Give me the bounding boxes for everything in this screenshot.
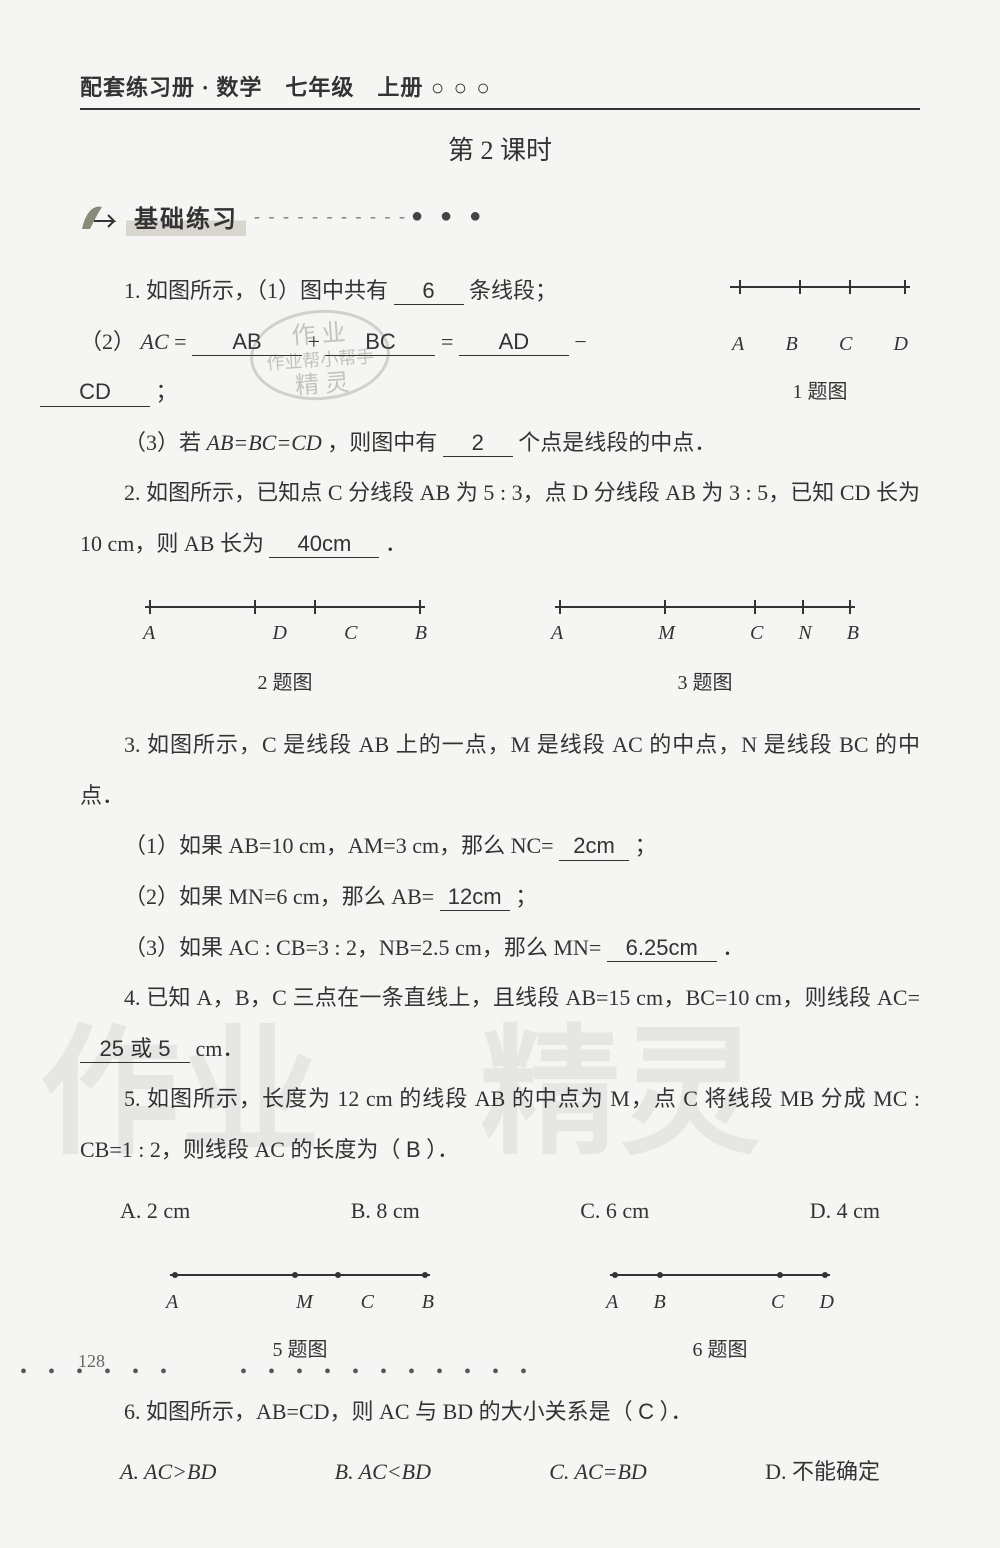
q3-p3a: （3）如果 AC : CB=3 : 2，NB=2.5 cm，那么 MN= <box>124 935 601 960</box>
section-dots: ● ● ● <box>411 205 487 228</box>
q3-pt-M: M <box>658 610 675 656</box>
q3-blank-2: 12cm <box>440 884 510 911</box>
q2-text: 2. 如图所示，已知点 C 分线段 AB 为 5 : 3，点 D 分线段 AB … <box>80 480 920 556</box>
q3-p2b: ； <box>515 884 537 909</box>
q3-pt-A: A <box>551 610 563 656</box>
q2-blank: 40cm <box>269 531 379 558</box>
q5-figure: A M C B 5 题图 <box>160 1254 440 1373</box>
section-banner: 基础练习 - - - - - - - - - - - ● ● ● <box>80 197 920 236</box>
section-label: 基础练习 <box>126 197 246 236</box>
q4-text: 4. 已知 A，B，C 三点在一条直线上，且线段 AB=15 cm，BC=10 … <box>124 985 920 1010</box>
q1-blank-2a: AB <box>192 329 302 356</box>
q5-opt-D: D. 4 cm <box>810 1186 880 1237</box>
q3-pt-N: N <box>798 610 811 656</box>
q6-opt-D: D. 不能确定 <box>765 1447 880 1498</box>
q2-pt-A: A <box>143 610 155 656</box>
q5-pt-A: A <box>166 1279 178 1325</box>
q1-fig-caption: 1 题图 <box>720 369 920 415</box>
q3-p2a: （2）如果 MN=6 cm，那么 AB= <box>124 884 434 909</box>
question-2: 2. 如图所示，已知点 C 分线段 AB 为 5 : 3，点 D 分线段 AB … <box>80 468 920 569</box>
q6-fig-caption: 6 题图 <box>600 1327 840 1373</box>
q1-blank-2b: BC <box>325 329 435 356</box>
q5-pt-M: M <box>296 1279 313 1325</box>
q6-opt-C: C. AC=BD <box>549 1447 647 1498</box>
lesson-title: 第 2 课时 <box>80 130 920 167</box>
question-3: 3. 如图所示，C 是线段 AB 上的一点，M 是线段 AC 的中点，N 是线段… <box>80 720 920 973</box>
question-1: A B C D 1 题图 1. 如图所示，（1）图中共有 6 条线段； （2） … <box>80 266 920 468</box>
q3-intro: 3. 如图所示，C 是线段 AB 上的一点，M 是线段 AC 的中点，N 是线段… <box>80 732 920 808</box>
q2-fig-caption: 2 题图 <box>135 660 435 706</box>
q1-blank-2d: CD <box>40 379 150 406</box>
q5-tail: ）． <box>426 1137 459 1162</box>
q5-options: A. 2 cm B. 8 cm C. 6 cm D. 4 cm <box>80 1186 920 1237</box>
q1-minus: − <box>574 329 586 354</box>
q1-blank-2c: AD <box>459 329 569 356</box>
q3-pt-B: B <box>847 610 859 656</box>
q3-p3b: ． <box>722 935 744 960</box>
q2-figure: A D C B 2 题图 <box>135 588 435 707</box>
q3-p1a: （1）如果 AB=10 cm，AM=3 cm，那么 NC= <box>124 833 554 858</box>
q6-pt-D: D <box>820 1279 834 1325</box>
q5-answer: B <box>406 1137 421 1162</box>
q6-pt-B: B <box>653 1279 665 1325</box>
q1-text-3: （2） <box>80 329 135 354</box>
q5-pt-B: B <box>422 1279 434 1325</box>
q3-blank-1: 2cm <box>559 833 629 860</box>
q1-pt-B: B <box>785 321 797 367</box>
q6-answer: C <box>638 1399 654 1424</box>
header-dots: ○ ○ ○ <box>423 75 491 100</box>
q6-pt-A: A <box>606 1279 618 1325</box>
q2-pt-B: B <box>415 610 427 656</box>
q3-blank-3: 6.25cm <box>607 935 717 962</box>
q3-figure: A M C N B 3 题图 <box>545 588 865 707</box>
q5-opt-C: C. 6 cm <box>580 1186 649 1237</box>
q6-text: 6. 如图所示，AB=CD，则 AC 与 BD 的大小关系是（ <box>124 1399 633 1424</box>
q1-text-2: 条线段； <box>469 278 557 303</box>
q1-pt-C: C <box>839 321 852 367</box>
q4-blank: 25 或 5 <box>80 1036 190 1063</box>
question-6: 6. 如图所示，AB=CD，则 AC 与 BD 的大小关系是（ C ）． <box>80 1387 920 1438</box>
leaf-arrow-icon <box>80 199 120 235</box>
q2-pt-C: C <box>344 610 357 656</box>
q5-text: 5. 如图所示，长度为 12 cm 的线段 AB 的中点为 M，点 C 将线段 … <box>80 1086 920 1162</box>
q5-opt-B: B. 8 cm <box>351 1186 420 1237</box>
q6-options: A. AC>BD B. AC<BD C. AC=BD D. 不能确定 <box>80 1447 920 1498</box>
q1-cond: AB=BC=CD <box>207 430 322 455</box>
q1-pt-A: A <box>732 321 744 367</box>
q1-text-5: ，则图中有 <box>327 430 437 455</box>
q6-opt-B: B. AC<BD <box>335 1447 431 1498</box>
q4-tail: cm． <box>196 1036 245 1061</box>
q1-text-1: 1. 如图所示，（1）图中共有 <box>124 278 388 303</box>
footer-dots: • • • • • • • • • • • • • • • • • <box>20 1361 535 1384</box>
q1-plus: + <box>308 329 326 354</box>
q2-pt-D: D <box>272 610 286 656</box>
page-header: 配套练习册 · 数学 七年级 上册 ○ ○ ○ <box>80 70 920 110</box>
q3-pt-C: C <box>750 610 763 656</box>
q5-pt-C: C <box>361 1279 374 1325</box>
q1-figure: A B C D 1 题图 <box>720 270 920 415</box>
q3-p1b: ； <box>635 833 657 858</box>
header-title: 配套练习册 · 数学 七年级 上册 <box>80 75 423 100</box>
q1-blank-3: 2 <box>443 430 513 457</box>
q1-pt-D: D <box>894 321 908 367</box>
q1-text-6: 个点是线段的中点． <box>518 430 716 455</box>
question-4: 4. 已知 A，B，C 三点在一条直线上，且线段 AB=15 cm，BC=10 … <box>80 973 920 1074</box>
q6-opt-A: A. AC>BD <box>120 1447 216 1498</box>
q1-eq2: = <box>441 329 459 354</box>
q6-tail: ）． <box>660 1399 693 1424</box>
q6-pt-C: C <box>771 1279 784 1325</box>
question-5: 5. 如图所示，长度为 12 cm 的线段 AB 的中点为 M，点 C 将线段 … <box>80 1074 920 1175</box>
q1-semi: ； <box>156 379 178 404</box>
q1-blank-1: 6 <box>394 278 464 305</box>
q1-text-4: （3）若 <box>124 430 207 455</box>
q1-eq: = <box>174 329 192 354</box>
section-dashes: - - - - - - - - - - - <box>254 206 407 227</box>
q3-fig-caption: 3 题图 <box>545 660 865 706</box>
q6-figure: A B C D 6 题图 <box>600 1254 840 1373</box>
q5-opt-A: A. 2 cm <box>120 1186 190 1237</box>
q2-tail: ． <box>385 531 407 556</box>
q1-AC: AC <box>141 329 169 354</box>
